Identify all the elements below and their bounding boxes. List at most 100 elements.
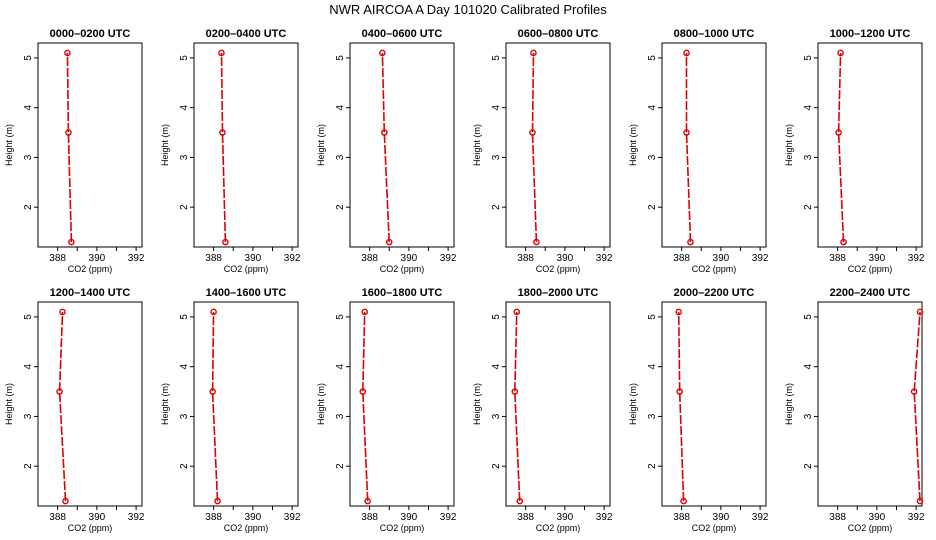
data-point — [916, 497, 924, 505]
y-axis-label: Height (m) — [472, 383, 482, 425]
panel-10: 1800–2000 UTC 388 390 392 2 3 4 5 CO2 (ppm) Heigh… — [472, 287, 613, 533]
y-tick-label: 4 — [491, 104, 502, 110]
x-axis-label: CO2 (ppm) — [380, 523, 425, 533]
profile-line — [361, 311, 369, 502]
x-tick-label: 390 — [557, 512, 574, 523]
plot-frame — [37, 301, 143, 507]
data-point — [209, 388, 216, 395]
y-axis-label: Height (m) — [628, 124, 638, 166]
data-point — [840, 238, 847, 246]
x-tick-label: 388 — [361, 512, 378, 523]
y-tick-label: 5 — [647, 314, 658, 320]
x-tick-label: 390 — [401, 253, 418, 264]
x-tick-label: 388 — [205, 512, 222, 523]
panel-title: 1800–2000 UTC — [518, 287, 599, 299]
profile-line — [913, 311, 921, 502]
x-axis-label: CO2 (ppm) — [848, 264, 893, 274]
data-point — [675, 308, 682, 316]
data-point — [364, 497, 371, 505]
y-axis-label: Height (m) — [4, 124, 14, 166]
y-axis-label: Height (m) — [472, 124, 482, 166]
x-axis-label: CO2 (ppm) — [536, 264, 581, 274]
plot-frame — [661, 42, 767, 248]
y-tick-label: 2 — [179, 463, 190, 469]
y-tick-label: 4 — [335, 104, 346, 110]
plot-frame — [349, 301, 455, 507]
x-tick-label: 390 — [89, 512, 106, 523]
panel-grid: 0000–0200 UTC 388 390 392 2 3 4 5 CO2 (ppm) Heigh… — [4, 28, 925, 533]
y-tick-label: 2 — [803, 204, 814, 210]
x-tick-label: 388 — [517, 253, 534, 264]
plot-frame — [505, 42, 611, 248]
x-axis-label: CO2 (ppm) — [224, 264, 269, 274]
data-point — [835, 129, 842, 136]
x-tick-label: 392 — [440, 253, 457, 264]
y-tick-label: 4 — [23, 363, 34, 369]
profile-line — [211, 311, 219, 502]
x-tick-label: 388 — [673, 253, 690, 264]
plot-frame — [817, 301, 923, 507]
x-tick-label: 390 — [557, 253, 574, 264]
plot-frame — [349, 42, 455, 248]
panel-12: 2200–2400 UTC 388 390 392 2 3 4 5 CO2 (ppm) Heigh… — [784, 287, 925, 533]
y-tick-label: 3 — [335, 413, 346, 419]
y-axis-label: Height (m) — [628, 383, 638, 425]
y-tick-label: 5 — [23, 55, 34, 61]
profile-line — [513, 311, 521, 502]
y-tick-label: 5 — [491, 55, 502, 61]
x-tick-label: 388 — [517, 512, 534, 523]
y-tick-label: 2 — [803, 463, 814, 469]
y-tick-label: 4 — [647, 104, 658, 110]
y-tick-label: 3 — [179, 413, 190, 419]
y-tick-label: 4 — [491, 363, 502, 369]
x-tick-label: 392 — [908, 512, 925, 523]
y-tick-label: 3 — [23, 154, 34, 160]
data-point — [59, 308, 66, 316]
panel-title: 1000–1200 UTC — [830, 28, 911, 40]
data-point — [910, 388, 918, 395]
y-tick-label: 4 — [179, 363, 190, 369]
x-tick-label: 392 — [752, 253, 769, 264]
y-tick-label: 2 — [179, 204, 190, 210]
y-tick-label: 4 — [335, 363, 346, 369]
y-tick-label: 5 — [23, 314, 34, 320]
x-tick-label: 392 — [596, 512, 613, 523]
y-tick-label: 2 — [23, 204, 34, 210]
panel-title: 1200–1400 UTC — [50, 287, 131, 299]
panel-2: 0200–0400 UTC 388 390 392 2 3 4 5 CO2 (ppm) Heigh… — [160, 28, 301, 274]
plot-frame — [661, 301, 767, 507]
x-axis-label: CO2 (ppm) — [380, 264, 425, 274]
x-tick-label: 388 — [205, 253, 222, 264]
data-point — [210, 308, 217, 316]
data-point — [676, 388, 683, 395]
profile-line — [220, 52, 227, 243]
panel-title: 1400–1600 UTC — [206, 287, 287, 299]
y-axis-label: Height (m) — [316, 383, 326, 425]
x-tick-label: 388 — [829, 253, 846, 264]
x-tick-label: 392 — [596, 253, 613, 264]
y-tick-label: 4 — [803, 363, 814, 369]
data-point — [359, 388, 367, 395]
panel-9: 1600–1800 UTC 388 390 392 2 3 4 5 CO2 (ppm) Heigh… — [316, 287, 457, 533]
x-tick-label: 388 — [49, 512, 66, 523]
panel-title: 0400–0600 UTC — [362, 28, 443, 40]
y-tick-label: 4 — [23, 104, 34, 110]
data-point — [219, 129, 226, 136]
y-axis-label: Height (m) — [316, 124, 326, 166]
y-tick-label: 5 — [335, 314, 346, 320]
data-point — [516, 497, 524, 505]
x-axis-label: CO2 (ppm) — [68, 264, 113, 274]
data-point — [533, 238, 540, 246]
data-point — [56, 388, 63, 395]
panel-title: 0800–1000 UTC — [674, 28, 755, 40]
x-tick-label: 388 — [829, 512, 846, 523]
x-tick-label: 390 — [869, 512, 886, 523]
data-point — [529, 129, 536, 136]
data-point — [218, 49, 225, 57]
y-tick-label: 2 — [647, 463, 658, 469]
plot-frame — [193, 301, 299, 507]
x-axis-label: CO2 (ppm) — [536, 523, 581, 533]
y-tick-label: 2 — [23, 463, 34, 469]
x-tick-label: 392 — [284, 512, 301, 523]
data-point — [683, 129, 690, 136]
